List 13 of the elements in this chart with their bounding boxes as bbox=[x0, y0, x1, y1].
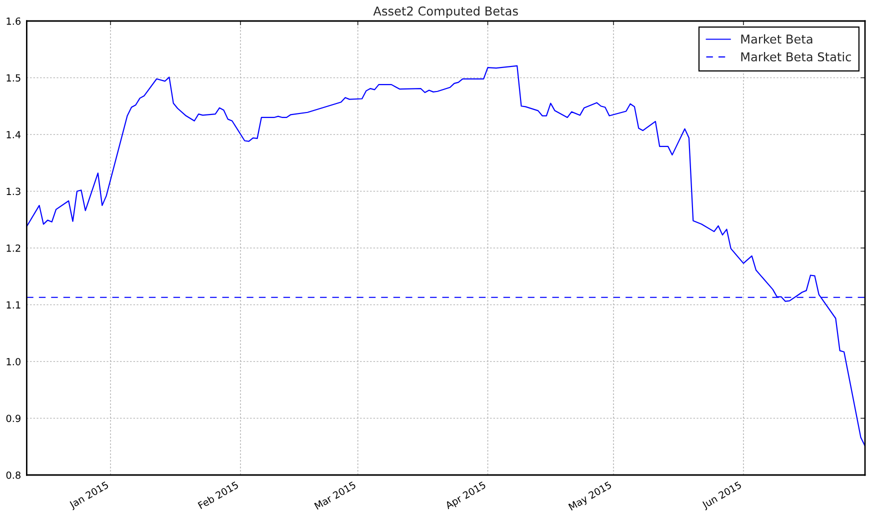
chart-title: Asset2 Computed Betas bbox=[373, 6, 518, 18]
line-series bbox=[26, 65, 865, 447]
y-tick-label: 1.5 bbox=[6, 74, 20, 82]
y-tick-label: 1.4 bbox=[6, 131, 21, 138]
y-tick-label: 1.6 bbox=[6, 17, 21, 25]
y-tick-label: 1.0 bbox=[6, 358, 20, 366]
y-tick-label: 1.1 bbox=[6, 301, 20, 308]
legend-label: Market Beta bbox=[741, 34, 812, 44]
y-tick-label: 1.2 bbox=[6, 244, 20, 252]
y-tick-label: 0.9 bbox=[6, 414, 20, 422]
y-tick-label: 0.8 bbox=[6, 471, 20, 479]
legend-label: Market Beta Static bbox=[741, 52, 851, 62]
y-tick-label: 1.3 bbox=[6, 188, 20, 196]
